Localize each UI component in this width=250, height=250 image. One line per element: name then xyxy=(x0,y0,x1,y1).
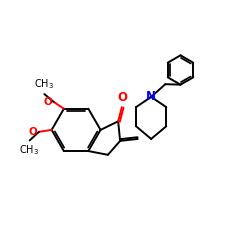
Text: N: N xyxy=(146,90,156,104)
Text: CH$_3$: CH$_3$ xyxy=(34,77,54,91)
Text: CH$_3$: CH$_3$ xyxy=(19,143,39,157)
Text: O: O xyxy=(29,127,38,137)
Text: O: O xyxy=(117,91,127,104)
Text: O: O xyxy=(44,97,52,107)
